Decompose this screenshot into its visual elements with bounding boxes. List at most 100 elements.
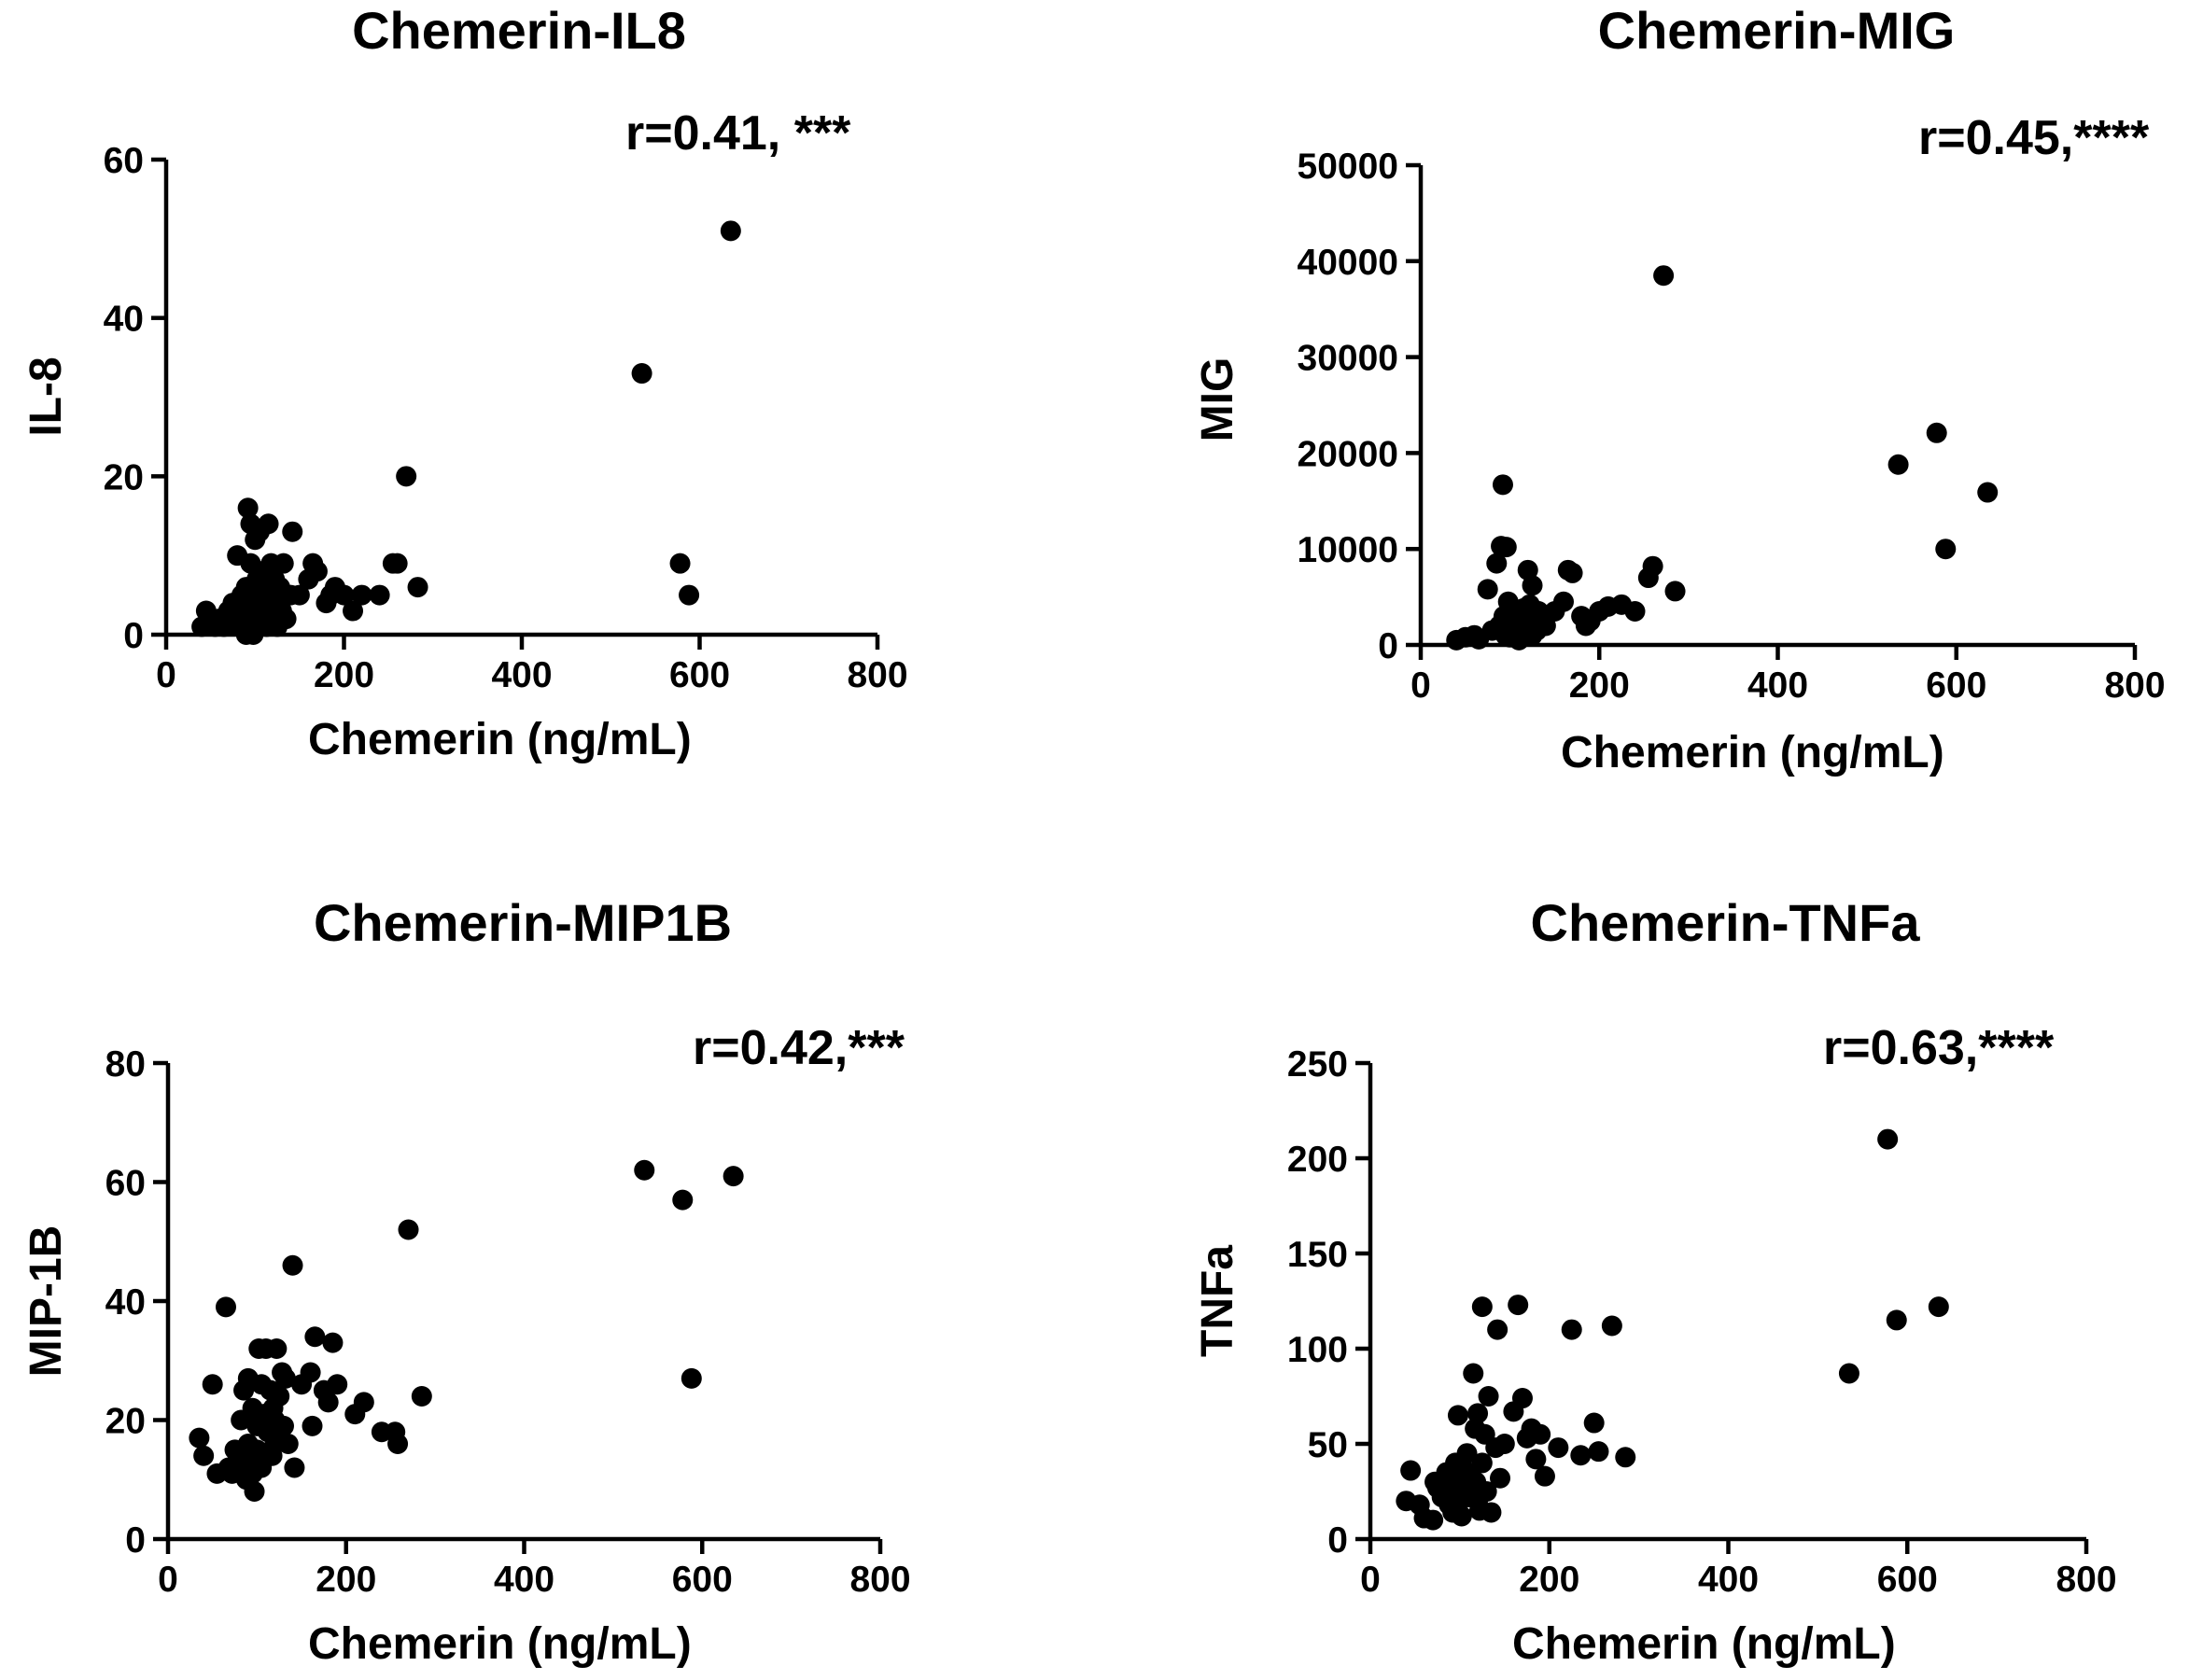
y-tick-labels: 0 20 40 60 80 <box>105 1044 146 1561</box>
x-axis-label: Chemerin (ng/mL) <box>1561 728 1944 777</box>
data-point <box>1492 474 1513 496</box>
data-point <box>1530 1423 1551 1445</box>
data-point <box>1838 1363 1859 1384</box>
data-point <box>1653 265 1675 287</box>
data-point <box>189 1427 210 1449</box>
y-tick-label: 20 <box>104 457 144 497</box>
data-point <box>304 1326 326 1348</box>
panel-chemerin-mig: Chemerin-MIG r=0.45,**** 0 200 400 600 8… <box>1193 1 2166 777</box>
panel-chemerin-mip1b: Chemerin-MIP1B r=0.42,*** 0 200 400 600 … <box>21 893 911 1669</box>
y-axis-label: TNFa <box>1193 1245 1242 1357</box>
y-tick-label: 50000 <box>1298 147 1398 187</box>
x-tick-label: 800 <box>2056 1560 2116 1600</box>
data-point <box>398 1219 419 1240</box>
data-point <box>669 553 691 574</box>
data-point <box>244 1481 265 1502</box>
data-point <box>1478 1386 1499 1407</box>
data-point <box>1561 1319 1582 1340</box>
data-points <box>189 1159 744 1502</box>
data-point <box>277 1434 299 1454</box>
data-point <box>1562 562 1583 583</box>
data-point <box>1476 1481 1497 1502</box>
y-tick-label: 20 <box>105 1402 146 1442</box>
data-point <box>1601 1315 1622 1337</box>
data-point <box>1467 1403 1489 1424</box>
data-point <box>1487 1319 1508 1340</box>
data-point <box>1553 591 1574 612</box>
y-tick-labels: 0 20 40 60 <box>104 141 144 656</box>
y-axis-label: MIP-1B <box>21 1225 71 1378</box>
data-point <box>1522 575 1543 596</box>
data-point <box>282 1254 303 1276</box>
data-point <box>1480 1502 1502 1523</box>
y-tick-label: 150 <box>1287 1235 1348 1275</box>
data-point <box>1400 1460 1422 1481</box>
x-tick-label: 800 <box>2104 665 2165 706</box>
ticks <box>1406 162 2138 660</box>
x-tick-label: 0 <box>1360 1560 1381 1600</box>
x-axis-label: Chemerin (ng/mL) <box>308 715 692 764</box>
y-tick-label: 40000 <box>1298 243 1398 283</box>
data-point <box>215 1296 236 1318</box>
x-tick-label: 0 <box>156 655 176 695</box>
data-point <box>386 553 408 574</box>
data-point <box>273 1415 294 1436</box>
data-point <box>302 1415 323 1436</box>
data-point <box>258 513 279 535</box>
y-axis-label: IL-8 <box>21 357 71 436</box>
x-tick-labels: 0 200 400 600 800 <box>158 1560 910 1600</box>
x-tick-label: 600 <box>1926 665 1986 706</box>
data-points <box>1396 1128 1949 1531</box>
data-point <box>351 584 372 606</box>
y-tick-label: 60 <box>105 1164 146 1204</box>
y-tick-label: 200 <box>1287 1140 1348 1180</box>
data-point <box>1624 601 1646 623</box>
data-point <box>1877 1128 1899 1150</box>
y-tick-label: 40 <box>105 1282 146 1323</box>
data-point <box>288 584 310 606</box>
panel-chemerin-tnfa: Chemerin-TNFa r=0.63,**** 0 200 400 600 … <box>1193 893 2117 1669</box>
data-point <box>1887 454 1909 475</box>
data-point <box>681 1367 702 1389</box>
data-point <box>1451 1505 1472 1527</box>
ticks <box>1355 1060 2089 1554</box>
data-point <box>273 553 294 574</box>
data-point <box>1548 1437 1569 1459</box>
x-tick-label: 0 <box>1410 665 1431 706</box>
y-axis-label: MIG <box>1193 357 1242 442</box>
data-point <box>269 1386 290 1407</box>
y-tick-labels: 0 50 100 150 200 250 <box>1287 1044 1348 1561</box>
x-tick-label: 200 <box>314 655 374 695</box>
chart-title: Chemerin-MIG <box>1598 1 1956 60</box>
data-point <box>1886 1309 1907 1331</box>
data-point <box>317 1392 339 1413</box>
data-point <box>1588 1441 1609 1463</box>
y-tick-label: 0 <box>125 1520 146 1561</box>
data-point <box>1495 537 1517 558</box>
data-point <box>407 577 428 598</box>
data-points <box>191 220 741 645</box>
y-tick-label: 10000 <box>1298 530 1398 570</box>
data-point <box>1477 579 1498 600</box>
data-point <box>1423 1509 1444 1531</box>
data-point <box>300 1362 321 1383</box>
y-tick-label: 60 <box>104 141 144 181</box>
x-axis-label: Chemerin (ng/mL) <box>308 1619 692 1669</box>
data-point <box>1471 1296 1493 1318</box>
data-point <box>1664 581 1686 602</box>
data-point <box>343 600 364 622</box>
data-point <box>1935 539 1957 560</box>
axes-frame <box>165 1063 880 1542</box>
y-tick-label: 30000 <box>1298 339 1398 379</box>
correlation-annotation: r=0.63,**** <box>1823 1021 2055 1075</box>
data-point <box>1570 1445 1592 1466</box>
data-point <box>1642 555 1663 577</box>
data-point <box>284 1457 305 1478</box>
data-point <box>1490 1467 1511 1489</box>
data-point <box>1525 1449 1547 1470</box>
data-point <box>1508 1295 1529 1316</box>
data-point <box>396 466 417 487</box>
x-tick-label: 600 <box>672 1560 733 1600</box>
x-tick-labels: 0 200 400 600 800 <box>1360 1560 2116 1600</box>
